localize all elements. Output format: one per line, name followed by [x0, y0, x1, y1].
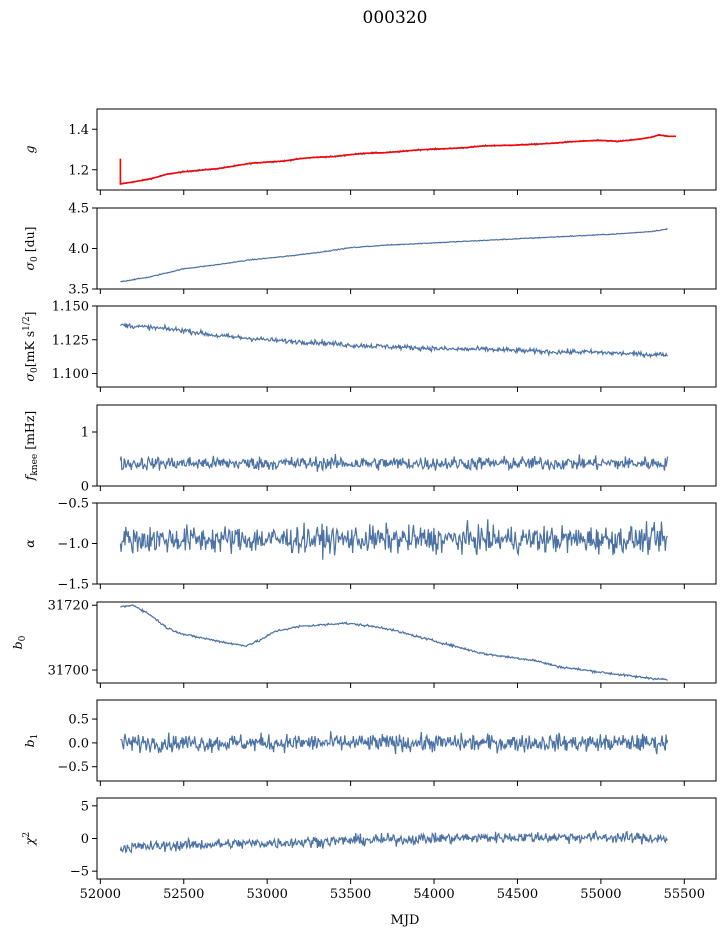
panel-b1: −0.5 0.0 0.5 b1 — [22, 699, 717, 786]
panel-sigma0_mks: 1.100 1.125 1.150 σ0[mK s1/2] — [22, 300, 717, 392]
axes-frame — [96, 207, 717, 290]
y-tick-label: 1.100 — [52, 367, 89, 382]
axes-frame — [96, 601, 717, 684]
y-axis-label: g — [22, 145, 37, 153]
y-tick-label: 31720 — [48, 599, 89, 614]
y-tick-label: 1.2 — [68, 163, 89, 178]
y-tick-label: 1.125 — [52, 333, 89, 348]
y-tick-label: 0.0 — [68, 736, 89, 751]
y-axis-label: fknee [mHz] — [22, 411, 40, 482]
y-tick-label: −1.0 — [57, 537, 89, 552]
series-line-g — [120, 133, 668, 185]
axes-frame — [96, 305, 717, 388]
series-line-fknee — [119, 454, 669, 472]
panel-alpha: −1.5 −1.0 −0.5 α — [22, 497, 717, 593]
panel-fknee: 0 1 fknee [mHz] — [22, 404, 717, 495]
y-tick-label: 4.0 — [68, 242, 89, 257]
panels: 1.2 1.4 g 3.5 4.0 4.5 σ0 [du] 1.100 1.125 1.150 σ0… — [10, 108, 717, 902]
series-line-alpha — [119, 519, 669, 560]
y-axis-label: σ0[mK s1/2] — [22, 311, 40, 381]
y-axis-label: σ0 [du] — [22, 226, 40, 270]
series-line-chi2 — [119, 829, 668, 854]
x-tick-label: 54500 — [497, 887, 538, 902]
series-line-b1 — [120, 731, 669, 755]
panel-sigma0_du: 3.5 4.0 4.5 σ0 [du] — [22, 202, 717, 298]
y-tick-label: 3.5 — [68, 283, 89, 298]
y-tick-label: 1.4 — [68, 123, 89, 138]
y-tick-label: −5 — [70, 865, 89, 880]
y-axis-label: b0 — [10, 635, 28, 649]
y-tick-label: 4.5 — [68, 202, 89, 217]
x-tick-label: 53500 — [330, 887, 371, 902]
y-tick-label: 1.150 — [52, 300, 89, 315]
y-tick-label: 1 — [81, 426, 89, 441]
fit-line-g — [119, 134, 676, 185]
y-tick-label: 5 — [81, 799, 89, 814]
y-tick-label: 0 — [81, 480, 89, 495]
x-tick-label: 55000 — [580, 887, 621, 902]
series-line-b0 — [120, 604, 668, 681]
x-tick-label: 53000 — [247, 887, 288, 902]
y-axis-label: b1 — [22, 734, 40, 748]
panel-chi2: 52000 52500 53000 53500 54000 54500 55000 55500… — [22, 797, 717, 902]
y-tick-label: 0.5 — [68, 713, 89, 728]
y-tick-label: −0.5 — [57, 760, 89, 775]
axes-frame — [96, 404, 717, 487]
panel-b0: 31700 31720 b0 — [10, 599, 717, 688]
x-tick-label: 52500 — [163, 887, 204, 902]
series-line-sigma0_du — [120, 228, 668, 283]
y-tick-label: −1.5 — [57, 578, 89, 593]
axes-frame — [96, 699, 717, 782]
y-tick-label: 0 — [81, 832, 89, 847]
panel-g: 1.2 1.4 g — [22, 108, 717, 195]
axes-frame — [96, 797, 717, 880]
x-tick-label: 52000 — [80, 887, 121, 902]
y-tick-label: 31700 — [48, 664, 89, 679]
x-axis-label: MJD — [391, 913, 420, 928]
x-tick-label: 54000 — [413, 887, 454, 902]
y-axis-label: α — [22, 539, 37, 548]
y-tick-label: −0.5 — [57, 497, 89, 512]
series-line-sigma0_mks — [120, 322, 669, 359]
axes-frame — [96, 108, 717, 191]
x-tick-label: 55500 — [664, 887, 705, 902]
figure-title: 000320 — [363, 8, 428, 28]
y-axis-label: χ2 — [22, 832, 37, 846]
